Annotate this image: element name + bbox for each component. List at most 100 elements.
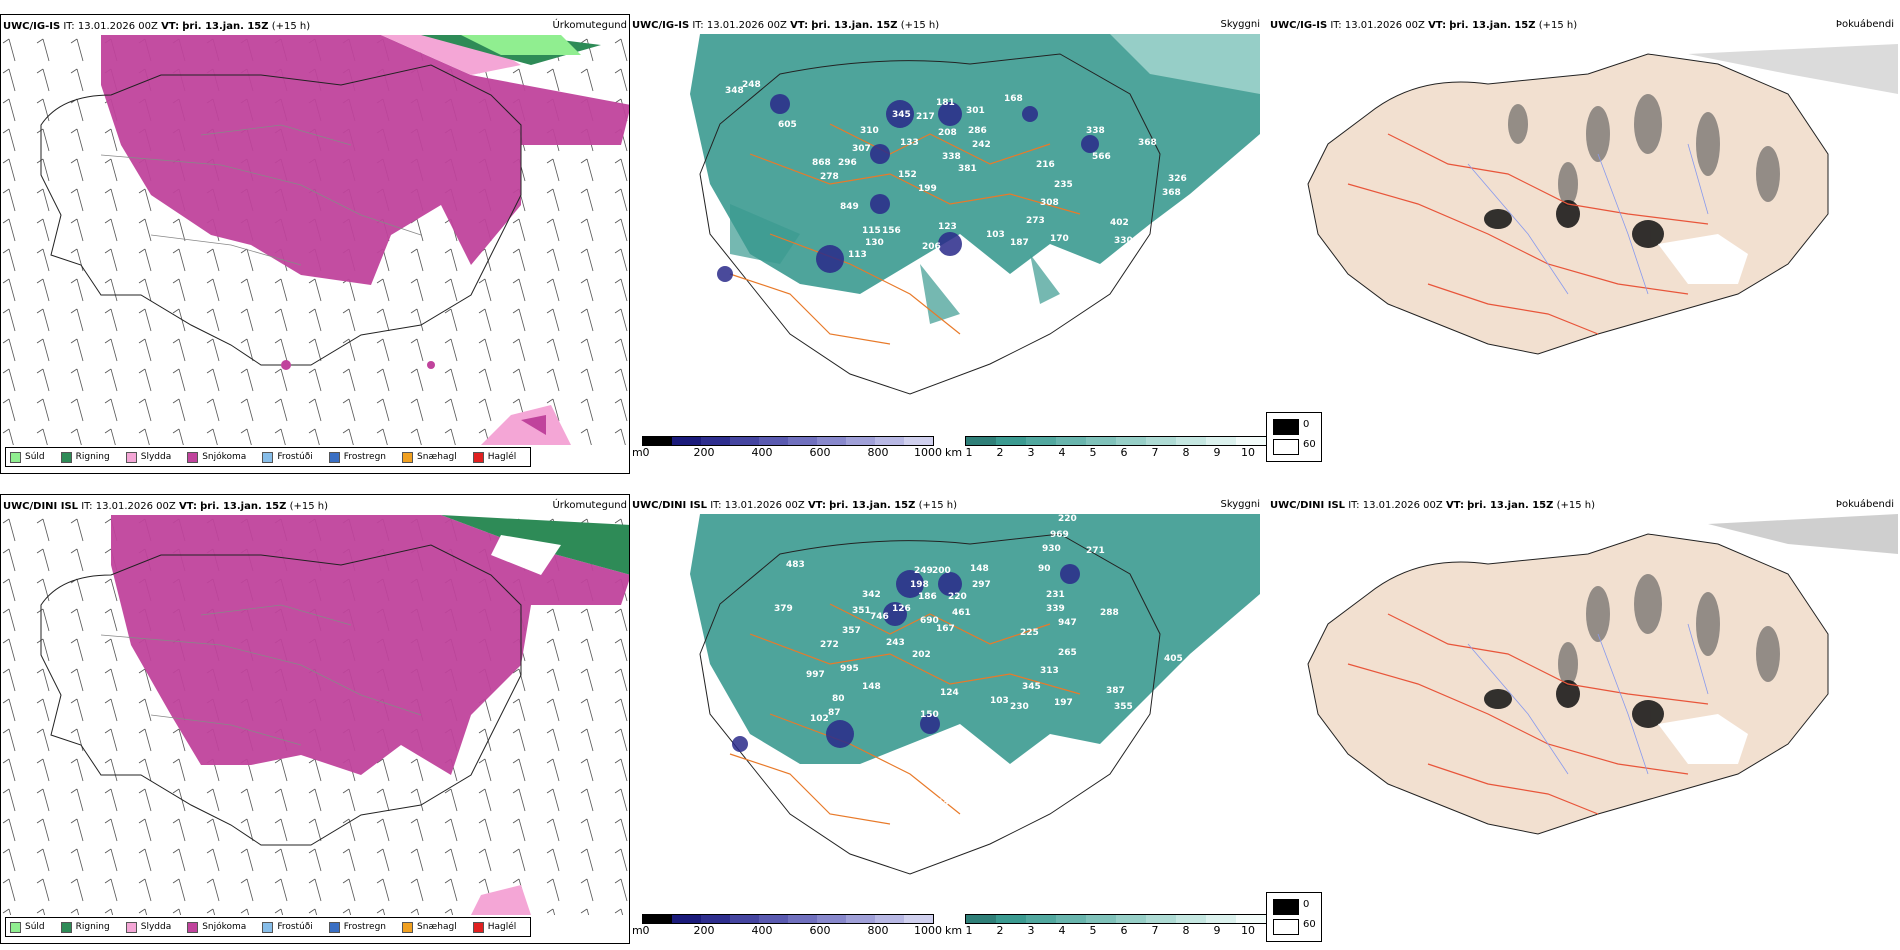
ceiling-label: 288 [1100,608,1119,618]
ceiling-label: 461 [952,608,971,618]
legend-item: Rigning [60,451,110,463]
ceiling-label: 273 [1026,216,1045,226]
visibility-colorbar: km 1 2 3 4 5 6 7 8 9 10 [945,914,1267,944]
ceiling-label: 168 [1004,94,1023,104]
ceiling-label: 230 [1010,702,1029,712]
ceiling-label: 235 [1054,180,1073,190]
legend-item: Frostúði [262,921,313,933]
panel-title: Skyggni [1220,19,1260,30]
ceiling-label: 690 [920,616,939,626]
ceiling-label: 148 [970,564,989,574]
precip-legend: Súld Rigning Slydda Snjókoma Frostúði Fr… [5,447,532,467]
coastline [40,64,522,366]
legend-item: Súld [10,921,45,933]
ceiling-label: 746 [870,612,889,622]
ceiling-label: 242 [972,140,991,150]
ceiling-label: 995 [840,664,859,674]
ceiling-label: 103 [990,696,1009,706]
ceiling-label: 80 [832,694,845,704]
ceiling-label: 368 [1138,138,1157,148]
ceiling-label: 123 [938,222,957,232]
ceiling-label: 248 [742,80,761,90]
ceiling-label: 310 [860,126,879,136]
ceiling-label: 357 [842,626,861,636]
ceiling-label: 297 [972,580,991,590]
panel-header: UWC/IG-IS IT: 13.01.2026 00Z VT: þri. 13… [1270,20,1578,31]
legend-item: Snæhagl [402,921,457,933]
ceiling-label: 220 [1058,514,1077,524]
ceiling-label: 345 [892,110,911,120]
ceiling-label: 202 [912,650,931,660]
ceiling-label: 381 [958,164,977,174]
precip-type-panel-row2: UWC/DINI ISL IT: 13.01.2026 00Z VT: þri.… [0,494,630,944]
ceiling-label: 930 [1042,544,1061,554]
fog-map [1307,44,1898,355]
ceiling-label: 969 [1050,530,1069,540]
ceiling-label: 216 [1036,160,1055,170]
legend-item: Snæhagl [402,451,457,463]
ceiling-label: 379 [774,604,793,614]
fog-panel-row2: UWC/DINI ISL IT: 13.01.2026 00Z VT: þri.… [1268,494,1898,889]
visibility-map [690,514,1260,875]
ceiling-label: 153 [930,798,949,808]
ceiling-label: 187 [1010,238,1029,248]
row1-labels: 348 248 605 310 307 345 217 181 301 168 … [630,34,1260,444]
ceiling-label: 225 [1020,628,1039,638]
ceiling-label: 198 [910,580,929,590]
legend-item: Slydda [125,921,171,933]
fog-legend-row2: 0 60 [1266,892,1322,942]
ceiling-label: 130 [865,238,884,248]
panel-title: Þokuábendi [1835,499,1894,510]
ceiling-label: 301 [966,106,985,116]
ceiling-label: 181 [936,98,955,108]
legend-item: Frostúði [262,451,313,463]
ceiling-label: 102 [810,714,829,724]
ceiling-label: 208 [938,128,957,138]
ceiling-label: 162 [926,326,945,336]
ceiling-label: 90 [1038,564,1051,574]
ceiling-label: 200 [932,566,951,576]
precip-map [1,515,629,915]
legend-item: Haglél [472,451,516,463]
panel-header: UWC/DINI ISL IT: 13.01.2026 00Z VT: þri.… [632,500,958,511]
precip-type-panel-row1: UWC/IG-IS IT: 13.01.2026 00Z VT: þri. 13… [0,14,630,474]
snow-area [101,35,629,285]
ceiling-label: 402 [1110,218,1129,228]
ceiling-label: 170 [1050,234,1069,244]
ceiling-label: 231 [1046,590,1065,600]
cloud-vis-panel-row1: UWC/IG-IS IT: 13.01.2026 00Z VT: þri. 13… [630,14,1270,474]
ceiling-label: 313 [1040,666,1059,676]
ceiling-label: 286 [968,126,987,136]
visibility-colorbar: km 1 2 3 4 5 6 7 8 9 10 [945,436,1267,466]
ceiling-label: 220 [948,592,967,602]
ceiling-label: 197 [1054,698,1073,708]
legend-item: Snjókoma [187,451,246,463]
fog-map [1307,514,1898,835]
ceiling-label: 126 [892,604,911,614]
panel-header: UWC/DINI ISL IT: 13.01.2026 00Z VT: þri.… [1270,500,1596,511]
ceiling-colorbar: m 0 200 400 600 800 1000 [632,914,942,944]
ceiling-label: 307 [852,144,871,154]
ceiling-colorbar: m 0 200 400 600 800 1000 [632,436,942,466]
ceiling-label: 243 [886,638,905,648]
ceiling-label: 152 [898,170,917,180]
ceiling-label: 296 [838,158,857,168]
precip-map [1,35,629,445]
ceiling-label: 150 [920,710,939,720]
ceiling-label: 278 [820,172,839,182]
ceiling-label: 330 [1114,236,1133,246]
ceiling-label: 186 [918,592,937,602]
ceiling-label: 133 [900,138,919,148]
legend-item: Súld [10,451,45,463]
panel-title: Úrkomutegund [552,500,627,511]
ceiling-label: 605 [778,120,797,130]
ceiling-label: 368 [1162,188,1181,198]
ceiling-label: 339 [1046,604,1065,614]
ceiling-label: 115 [862,226,881,236]
legend-item: Snjókoma [187,921,246,933]
ceiling-label: 271 [1086,546,1105,556]
ceiling-label: 249 [914,566,933,576]
ceiling-label: 87 [828,708,841,718]
panel-title: Úrkomutegund [552,20,627,31]
panel-header: UWC/DINI ISL IT: 13.01.2026 00Z VT: þri.… [3,501,329,512]
